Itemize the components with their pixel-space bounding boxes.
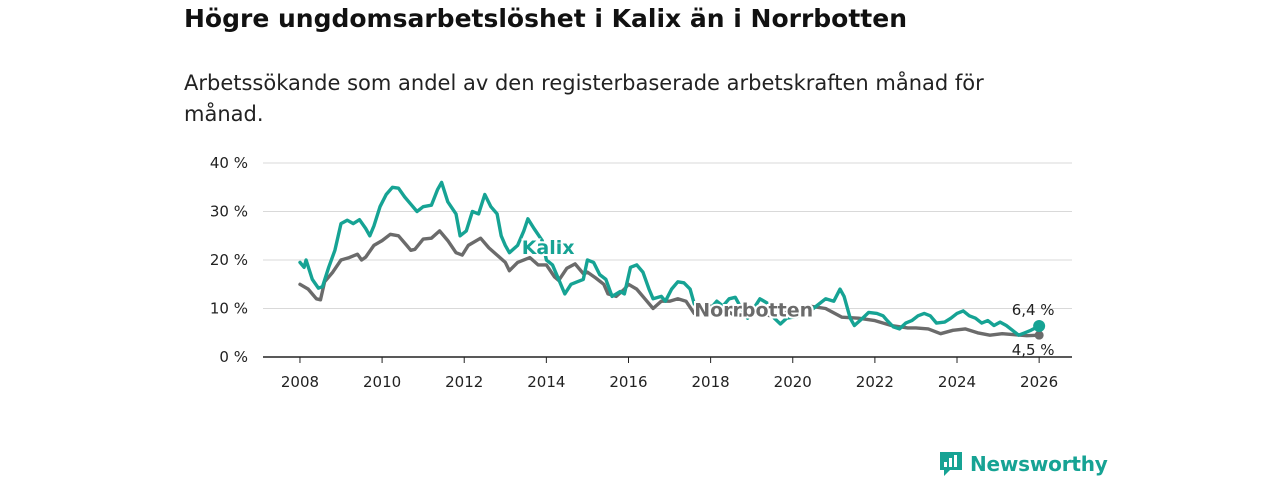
y-tick-label: 30 % xyxy=(210,203,248,221)
x-axis-ticks: 2008 2010 2012 2014 2016 2018 2020 2022 2024 2026 xyxy=(281,357,1058,391)
x-tick-label: 2012 xyxy=(445,373,483,391)
end-value-label: 6,4 % xyxy=(1012,301,1055,319)
chart-title: Högre ungdomsarbetslöshet i Kalix än i N… xyxy=(184,4,907,33)
series-label-kalix: Kalix xyxy=(522,237,575,259)
x-tick-label: 2026 xyxy=(1020,373,1058,391)
brand-logo: Newsworthy xyxy=(938,450,1108,478)
series-lines xyxy=(298,180,1046,340)
x-tick-label: 2022 xyxy=(856,373,894,391)
series-label-norrbotten: Norrbotten xyxy=(694,299,813,321)
end-point-norrbotten xyxy=(1034,330,1044,340)
end-point-kalix xyxy=(1033,319,1046,332)
series-line-kalix xyxy=(298,180,1041,337)
gridlines xyxy=(263,162,1072,358)
y-axis-ticks: 0 % 10 % 20 % 30 % 40 % xyxy=(210,154,248,366)
y-tick-label: 40 % xyxy=(210,154,248,172)
series-line-norrbotten xyxy=(298,229,1041,338)
x-tick-label: 2016 xyxy=(609,373,647,391)
x-tick-label: 2014 xyxy=(527,373,565,391)
x-tick-label: 2024 xyxy=(938,373,976,391)
x-tick-label: 2020 xyxy=(774,373,812,391)
x-tick-label: 2010 xyxy=(363,373,401,391)
chart-subtitle: Arbetssökande som andel av den registerb… xyxy=(184,71,984,126)
end-value-label: 4,5 % xyxy=(1012,341,1055,359)
x-tick-label: 2008 xyxy=(281,373,319,391)
series-labels: Kalix Norrbotten 6,4 % 4,5 % xyxy=(520,235,1055,359)
x-tick-label: 2018 xyxy=(692,373,730,391)
newsworthy-logo-icon xyxy=(940,452,962,476)
y-tick-label: 10 % xyxy=(210,300,248,318)
y-tick-label: 20 % xyxy=(210,251,248,269)
y-tick-label: 0 % xyxy=(219,348,248,366)
brand-name: Newsworthy xyxy=(970,452,1108,476)
